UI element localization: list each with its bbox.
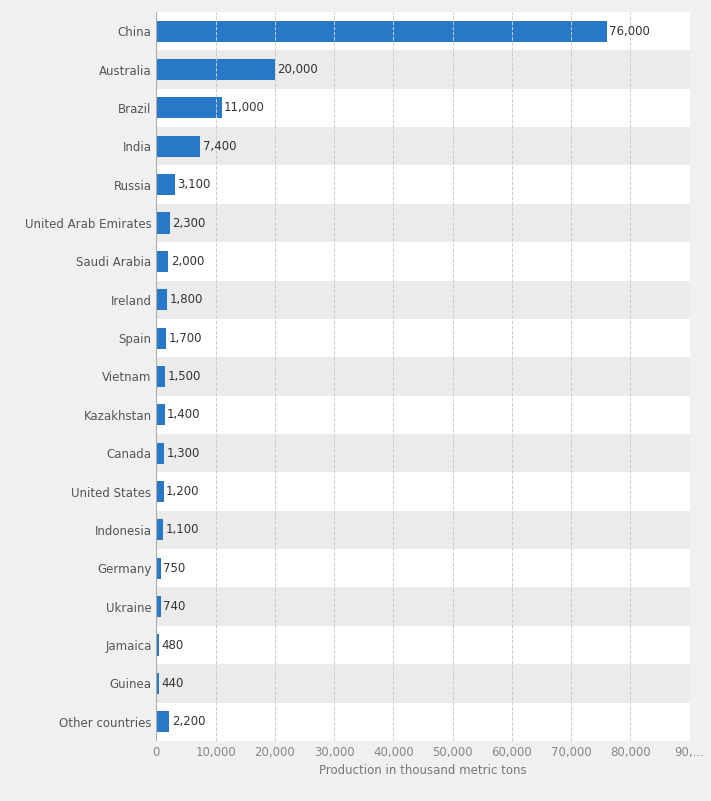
Text: 1,400: 1,400	[167, 409, 201, 421]
Bar	[156, 242, 690, 280]
Bar	[156, 203, 690, 242]
Bar	[156, 519, 163, 541]
Bar	[156, 711, 169, 732]
Text: 1,500: 1,500	[168, 370, 201, 383]
Bar	[156, 212, 170, 234]
Bar	[156, 434, 690, 473]
Bar	[156, 366, 165, 387]
Text: 11,000: 11,000	[224, 102, 264, 115]
Bar	[156, 634, 159, 655]
Bar	[156, 127, 690, 166]
Text: 1,700: 1,700	[169, 332, 203, 344]
Bar	[156, 166, 690, 203]
Bar	[156, 443, 164, 464]
Text: 1,100: 1,100	[165, 523, 199, 537]
Bar	[156, 59, 275, 80]
Bar	[156, 328, 166, 348]
Bar	[156, 549, 690, 587]
Text: 2,200: 2,200	[172, 715, 205, 728]
Text: 1,200: 1,200	[166, 485, 199, 498]
Bar	[156, 626, 690, 664]
Bar	[156, 289, 167, 310]
Text: 20,000: 20,000	[277, 63, 318, 76]
Bar	[156, 251, 169, 272]
Text: 480: 480	[161, 638, 184, 651]
Bar	[156, 50, 690, 89]
Bar	[156, 587, 690, 626]
Bar	[156, 557, 161, 579]
Bar	[156, 396, 690, 434]
Bar	[156, 89, 690, 127]
Bar	[156, 21, 606, 42]
Text: 750: 750	[164, 562, 186, 575]
Bar	[156, 12, 690, 50]
Text: 2,300: 2,300	[172, 216, 205, 230]
Bar	[156, 174, 175, 195]
X-axis label: Production in thousand metric tons: Production in thousand metric tons	[319, 764, 527, 777]
Bar	[156, 596, 161, 618]
Bar	[156, 664, 690, 702]
Text: 1,800: 1,800	[169, 293, 203, 306]
Text: 440: 440	[161, 677, 183, 690]
Bar	[156, 473, 690, 511]
Text: 1,300: 1,300	[166, 447, 200, 460]
Bar	[156, 319, 690, 357]
Bar	[156, 280, 690, 319]
Text: 2,000: 2,000	[171, 255, 204, 268]
Bar	[156, 135, 201, 157]
Text: 7,400: 7,400	[203, 140, 236, 153]
Bar	[156, 673, 159, 694]
Bar	[156, 511, 690, 549]
Bar	[156, 702, 690, 741]
Bar	[156, 481, 164, 502]
Text: 3,100: 3,100	[177, 178, 210, 191]
Bar	[156, 405, 165, 425]
Bar	[156, 98, 222, 119]
Text: 740: 740	[164, 600, 186, 613]
Text: 76,000: 76,000	[609, 25, 650, 38]
Bar	[156, 357, 690, 396]
